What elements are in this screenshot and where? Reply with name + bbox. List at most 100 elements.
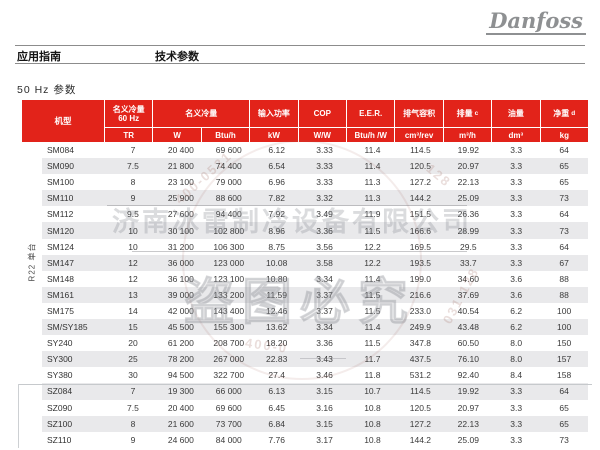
value-cell: 143 400 (213, 305, 245, 316)
value-cell: 39 000 (167, 289, 194, 300)
value-cell: 9 (130, 434, 136, 445)
unit-btuh-w: Btu/h /W (346, 127, 395, 142)
unit-w: W (152, 127, 201, 142)
value-cell: 7 (130, 145, 136, 156)
value-cell: 13 (128, 289, 138, 300)
table-row: SY300 25 78 200 267 000 22.83 3.43 11.7 437.5 76… (22, 351, 588, 368)
header-rule (15, 63, 585, 64)
table-row: SZ084 7 19 300 66 000 6.13 3.15 10.7 114.5 19.92… (22, 383, 588, 400)
value-cell: 8.96 (268, 225, 285, 236)
breadcrumb-application-guide: 应用指南 (17, 51, 61, 63)
model-cell: SY380 (47, 370, 73, 381)
value-cell: 120.5 (409, 402, 432, 413)
value-cell: 11.4 (364, 322, 381, 333)
value-cell: 12.2 (364, 241, 381, 252)
value-cell: 12.46 (266, 305, 288, 316)
value-cell: 20 400 (167, 145, 194, 156)
value-cell: 8 (130, 418, 136, 429)
value-cell: 3.46 (316, 370, 333, 381)
group-gutter (22, 142, 42, 158)
model-cell: SM090 (47, 161, 74, 172)
value-cell: 3.34 (316, 322, 333, 333)
group-gutter (22, 335, 42, 351)
model-cell: SZ110 (47, 434, 72, 445)
value-cell: 10 (128, 225, 138, 236)
group-gutter (22, 416, 42, 432)
value-cell: 3.33 (316, 161, 333, 172)
value-cell: 11.5 (364, 289, 381, 300)
value-cell: 6.12 (268, 145, 285, 156)
value-cell: 64 (559, 241, 569, 252)
value-cell: 144.2 (409, 193, 432, 204)
col-cooling-60hz-line1: 名义冷量 (112, 104, 145, 114)
value-cell: 30 (128, 370, 138, 381)
value-cell: 69 600 (215, 145, 242, 156)
value-cell: 114.5 (410, 386, 431, 397)
group-gutter (22, 222, 42, 238)
value-cell: 84 000 (215, 434, 242, 445)
group-left-border (18, 383, 19, 448)
col-cop: COP (297, 100, 346, 127)
value-cell: 3.17 (316, 434, 333, 445)
table-row: SY380 30 94 500 322 700 27.4 3.46 11.8 531.2 92.… (22, 367, 588, 383)
unit-btuh: Btu/h (200, 127, 250, 142)
value-cell: 3.3 (510, 257, 523, 268)
table-row: SM148 12 36 100 123 100 10.80 3.34 11.4 199.0 34… (22, 271, 588, 287)
value-cell: 3.3 (510, 402, 523, 413)
value-cell: 24 600 (167, 434, 194, 445)
value-cell: 3.3 (510, 418, 523, 429)
group-gutter (22, 383, 42, 399)
value-cell: 10 (128, 241, 138, 252)
col-eer: E.E.R. (346, 100, 394, 127)
unit-kw: kW (249, 127, 298, 142)
value-cell: 21 800 (167, 161, 194, 172)
col-oil: 油量 (491, 100, 539, 127)
model-cell: SM124 (47, 241, 74, 252)
value-cell: 25.09 (457, 193, 479, 204)
value-cell: 26.36 (457, 209, 479, 220)
value-cell: 21 600 (167, 418, 194, 429)
value-cell: 20 (128, 338, 138, 349)
col-displacement-label: 排量 (456, 109, 473, 118)
value-cell: 233.0 (409, 305, 432, 316)
top-rule (15, 45, 585, 46)
col-displacement: 排量 c (442, 100, 491, 127)
value-cell: 18.20 (266, 338, 288, 349)
value-cell: 88 600 (215, 193, 242, 204)
value-cell: 25 (128, 354, 138, 365)
value-cell: 249.9 (409, 322, 432, 333)
table-row: SM090 7.5 21 800 74 400 6.54 3.33 11.4 120.5 20.… (22, 158, 588, 175)
value-cell: 7.5 (127, 161, 139, 172)
value-cell: 169.5 (409, 241, 432, 252)
value-cell: 3.3 (510, 209, 523, 220)
value-cell: 3.37 (316, 305, 333, 316)
value-cell: 11.3 (364, 177, 381, 188)
value-cell: 193.5 (409, 257, 432, 268)
value-cell: 127.2 (409, 177, 432, 188)
col-net-weight-label: 净重 (553, 109, 570, 118)
value-cell: 6.2 (510, 305, 523, 316)
value-cell: 208 700 (213, 338, 245, 349)
value-cell: 7.92 (268, 209, 285, 220)
value-cell: 216.6 (409, 289, 432, 300)
model-cell: SM110 (47, 193, 74, 204)
value-cell: 23 100 (167, 177, 194, 188)
value-cell: 8.75 (268, 241, 285, 252)
table-row: SZ110 9 24 600 84 000 7.76 3.17 10.8 144.2 25.09… (22, 432, 588, 448)
model-cell: SM112 (47, 209, 74, 220)
col-model: 机型 (54, 115, 72, 126)
model-cell: SM148 (47, 273, 74, 284)
value-cell: 66 000 (215, 386, 242, 397)
model-cell: SM175 (47, 305, 74, 316)
value-cell: 61 200 (167, 338, 194, 349)
value-cell: 3.34 (316, 273, 333, 284)
table-row: SM175 14 42 000 143 400 12.46 3.37 11.5 233.0 40… (22, 303, 588, 319)
value-cell: 64 (559, 386, 569, 397)
table-row: SM/SY185 15 45 500 155 300 13.62 3.34 11.4 249.… (22, 319, 588, 336)
value-cell: 37.69 (457, 289, 479, 300)
value-cell: 65 (559, 161, 569, 172)
value-cell: 3.3 (510, 145, 523, 156)
model-cell: SZ100 (47, 418, 73, 429)
value-cell: 10.80 (266, 273, 288, 284)
